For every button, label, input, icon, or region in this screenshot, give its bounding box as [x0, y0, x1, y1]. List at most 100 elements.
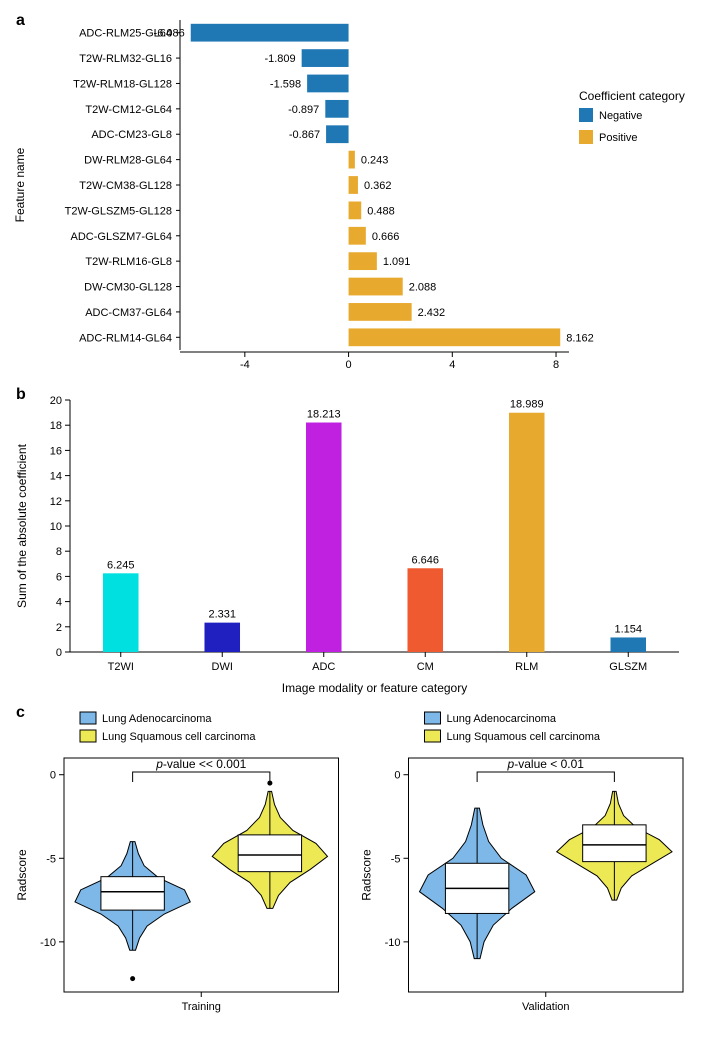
subplot-title: Training [182, 1001, 221, 1013]
panel-b-label: b [16, 386, 26, 404]
bar-value: 18.989 [510, 399, 544, 411]
svg-text:-4: -4 [240, 359, 250, 371]
svg-text:10: 10 [50, 521, 62, 533]
svg-text:8: 8 [553, 359, 559, 371]
bar-value: 1.154 [614, 623, 642, 635]
feature-label: T2W-GLSZM5-GL128 [65, 205, 172, 217]
bar [610, 637, 646, 652]
svg-text:0: 0 [346, 359, 352, 371]
bar-value: 0.666 [372, 231, 400, 243]
panel-b-chart: 02468101214161820Sum of the absolute coe… [10, 388, 699, 698]
bar [349, 252, 377, 270]
feature-label: ADC-CM23-GL8 [91, 129, 172, 141]
legend-swatch [425, 712, 441, 724]
bar-value: -0.897 [288, 104, 319, 116]
bar-value: -1.598 [270, 78, 301, 90]
bar [509, 413, 545, 652]
legend-swatch [579, 130, 593, 144]
subplot-title: Validation [522, 1001, 570, 1013]
svg-text:14: 14 [50, 471, 62, 483]
bar-value: 0.362 [364, 180, 392, 192]
feature-label: T2W-RLM16-GL8 [85, 256, 172, 268]
feature-label: T2W-RLM18-GL128 [73, 78, 172, 90]
bar-value: -0.867 [289, 129, 320, 141]
svg-text:Image modality or feature cate: Image modality or feature category [282, 681, 467, 695]
category-label: T2WI [108, 661, 134, 673]
svg-text:4: 4 [56, 597, 62, 609]
bar [204, 623, 240, 652]
bar-value: 18.213 [307, 409, 341, 421]
svg-text:-10: -10 [40, 937, 56, 949]
svg-text:0: 0 [394, 770, 400, 782]
legend-swatch [80, 712, 96, 724]
svg-text:4: 4 [449, 359, 455, 371]
category-label: DWI [212, 661, 233, 673]
svg-text:0: 0 [56, 647, 62, 659]
feature-label: ADC-CM37-GL64 [85, 307, 172, 319]
panel-c: c Lung AdenocarcinomaLung Squamous cell … [10, 706, 699, 1026]
bar-value: 0.488 [367, 205, 395, 217]
svg-text:0: 0 [50, 770, 56, 782]
bar [302, 49, 349, 67]
panel-b: b 02468101214161820Sum of the absolute c… [10, 388, 699, 698]
svg-text:-5: -5 [391, 853, 401, 865]
svg-text:2: 2 [56, 622, 62, 634]
bar [191, 24, 349, 42]
bar [349, 227, 366, 245]
svg-text:16: 16 [50, 445, 62, 457]
bar [307, 75, 348, 93]
bar [349, 328, 561, 346]
panel-c-label: c [16, 704, 25, 722]
boxplot [583, 825, 646, 862]
bar [349, 303, 412, 321]
bar-value: 8.162 [566, 332, 594, 344]
bar [349, 151, 355, 169]
legend-label: Negative [599, 110, 642, 122]
bar [349, 278, 403, 296]
bar-value: 0.243 [361, 155, 389, 167]
svg-text:12: 12 [50, 496, 62, 508]
legend-label: Lung Adenocarcinoma [447, 713, 557, 725]
bar-value: -1.809 [264, 53, 295, 65]
svg-text:-10: -10 [385, 937, 401, 949]
boxplot [238, 835, 301, 872]
legend-title: Coefficient category [579, 89, 685, 103]
feature-label: T2W-CM12-GL64 [85, 104, 172, 116]
category-label: CM [417, 661, 434, 673]
legend-swatch [579, 108, 593, 122]
boxplot [101, 877, 164, 910]
bar-value: 2.088 [409, 282, 437, 294]
bar [407, 568, 443, 652]
panel-a-label: a [16, 12, 25, 30]
bar-value: 2.331 [208, 609, 236, 621]
legend-label: Positive [599, 132, 638, 144]
feature-label: ADC-GLSZM7-GL64 [71, 231, 172, 243]
feature-label: DW-CM30-GL128 [84, 282, 172, 294]
bar [349, 176, 358, 194]
panel-a-chart: -4048Feature nameADC-RLM25-GL64-6.086T2W… [10, 10, 699, 380]
category-label: RLM [515, 661, 538, 673]
p-value: p-value << 0.001 [155, 757, 246, 771]
outlier [130, 976, 135, 981]
bar [349, 202, 362, 220]
bar [103, 573, 139, 652]
bar [325, 100, 348, 118]
legend-swatch [80, 730, 96, 742]
svg-text:Radscore: Radscore [15, 849, 29, 901]
bar-value: 6.646 [411, 554, 439, 566]
panel-a: a -4048Feature nameADC-RLM25-GL64-6.086T… [10, 10, 699, 380]
feature-label: ADC-RLM14-GL64 [79, 332, 172, 344]
bar [306, 423, 342, 652]
svg-text:Feature name: Feature name [13, 147, 27, 222]
category-label: GLSZM [609, 661, 647, 673]
svg-text:Sum of the absolute coefficien: Sum of the absolute coefficient [15, 443, 29, 608]
svg-text:Radscore: Radscore [360, 849, 374, 901]
feature-label: DW-RLM28-GL64 [84, 155, 172, 167]
bar-value: 2.432 [418, 307, 446, 319]
svg-text:6: 6 [56, 571, 62, 583]
legend-swatch [425, 730, 441, 742]
svg-text:8: 8 [56, 546, 62, 558]
bar-value: 1.091 [383, 256, 411, 268]
bar-value: 6.245 [107, 559, 135, 571]
svg-text:18: 18 [50, 420, 62, 432]
